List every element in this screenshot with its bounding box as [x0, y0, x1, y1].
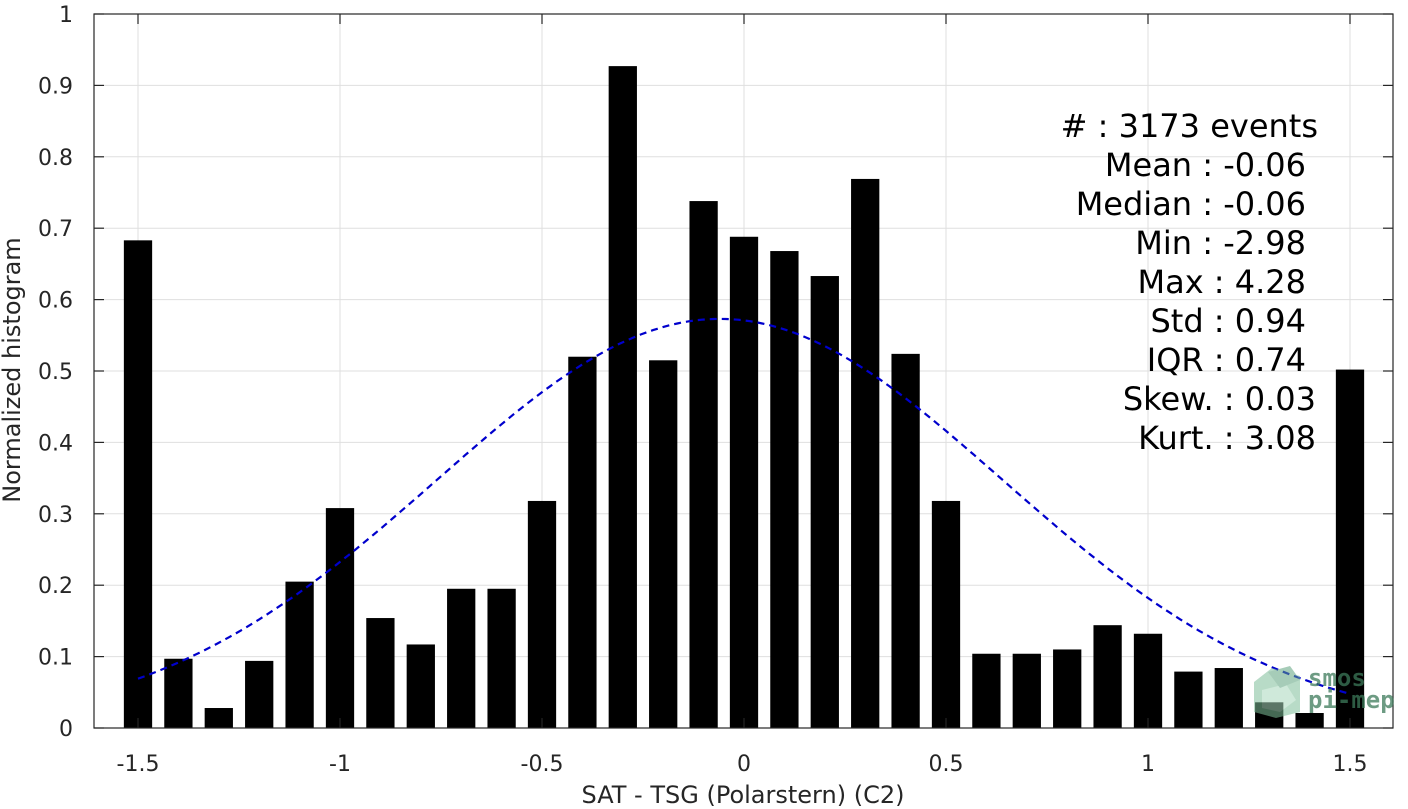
x-tick-label: 0 — [737, 752, 751, 777]
histogram-bar — [689, 201, 718, 728]
stat-line: Skew. : 0.03 — [1123, 380, 1316, 418]
y-tick-label: 0.9 — [38, 74, 73, 99]
stat-line: Min : -2.98 — [1135, 224, 1306, 262]
logo-text-pi-mep: pi-mep — [1308, 686, 1395, 714]
stat-value: : 0.94 — [1214, 302, 1306, 340]
histogram-bar — [406, 644, 435, 728]
stat-label: Kurt. — [1138, 419, 1224, 457]
histogram-bar — [123, 240, 153, 728]
histogram-bar — [1335, 369, 1365, 728]
histogram-bar — [851, 178, 880, 728]
histogram-bar — [1012, 653, 1041, 728]
y-tick-label: 0.8 — [38, 146, 73, 171]
stat-line: Median : -0.06 — [1076, 185, 1306, 223]
y-tick-label: 0.6 — [38, 289, 73, 314]
stat-line: IQR : 0.74 — [1147, 341, 1306, 379]
histogram-bar — [487, 588, 516, 728]
logo-mark — [1254, 666, 1300, 718]
histogram-bar — [1174, 671, 1203, 728]
y-tick-label: 0.3 — [38, 503, 73, 528]
histogram-bar — [931, 500, 961, 728]
y-tick-label: 0.1 — [38, 646, 73, 671]
x-tick-label: -1 — [329, 752, 351, 777]
x-tick-label: -1.5 — [117, 752, 160, 777]
histogram-bar — [972, 653, 1001, 728]
stat-line: Max : 4.28 — [1137, 263, 1306, 301]
histogram-bar — [164, 658, 193, 728]
x-tick-label: -0.5 — [521, 752, 564, 777]
stat-label: Mean — [1105, 146, 1202, 184]
histogram-bar — [568, 356, 597, 728]
smos-pi-mep-logo: smos pi-mep — [1254, 664, 1395, 718]
x-tick-labels: -1.5 -1 -0.5 0 0.5 1 1.5 — [117, 752, 1368, 777]
histogram-bar — [770, 251, 799, 728]
y-tick-labels: 0 0.1 0.2 0.3 0.4 0.5 0.6 0.7 0.8 0.9 1 — [38, 3, 73, 742]
y-axis-label: Normalized histogram — [0, 237, 26, 502]
stat-value: : 0.03 — [1224, 380, 1316, 418]
logo-text-smos: smos — [1308, 664, 1366, 692]
histogram-bar — [1093, 625, 1122, 728]
y-tick-label: 0 — [59, 717, 73, 742]
stat-label: # — [1061, 107, 1098, 145]
stat-value: : -2.98 — [1202, 224, 1306, 262]
gaussian-fit-curve — [137, 317, 1351, 695]
x-tick-label: 1.5 — [1333, 752, 1368, 777]
histogram-bar — [1053, 649, 1082, 728]
histogram-bar — [325, 508, 355, 728]
stat-label: Min — [1135, 224, 1202, 262]
stat-value: : 3.08 — [1224, 419, 1316, 457]
histogram-bar — [245, 660, 274, 728]
histogram-bar — [891, 353, 920, 728]
histogram-bar — [729, 236, 759, 728]
y-tick-label: 0.7 — [38, 217, 73, 242]
stat-value: : 0.74 — [1214, 341, 1306, 379]
histogram-bar — [649, 360, 678, 728]
histogram-bar — [366, 618, 395, 728]
stat-label: Skew. — [1123, 380, 1224, 418]
stat-label: Median — [1076, 185, 1203, 223]
histogram-bar — [527, 500, 557, 728]
histogram-bars — [123, 66, 1365, 728]
x-tick-label: 0.5 — [929, 752, 964, 777]
histogram-bar — [285, 581, 314, 728]
histogram-bar — [447, 588, 476, 728]
y-tick-label: 0.2 — [38, 574, 73, 599]
stat-line: Mean : -0.06 — [1105, 146, 1306, 184]
x-axis-label: SAT - TSG (Polarstern) (C2) — [582, 781, 905, 809]
stat-label: IQR — [1147, 341, 1214, 379]
stat-value: : 4.28 — [1214, 263, 1306, 301]
y-tick-label: 1 — [59, 3, 73, 28]
y-tick-label: 0.4 — [38, 431, 73, 456]
stat-value: : -0.06 — [1202, 146, 1306, 184]
stat-label: Std — [1150, 302, 1213, 340]
stat-value: : -0.06 — [1202, 185, 1306, 223]
histogram-bar — [608, 66, 637, 728]
histogram-bar — [810, 276, 839, 728]
histogram-bar — [1133, 633, 1163, 728]
stat-value: : 3173 events — [1098, 107, 1318, 145]
stat-line: Kurt. : 3.08 — [1138, 419, 1316, 457]
x-tick-label: 1 — [1141, 752, 1155, 777]
stat-label: Max — [1137, 263, 1213, 301]
stat-line: # : 3173 events — [1061, 107, 1318, 145]
histogram-bar — [1295, 713, 1324, 728]
axis-ticks — [94, 13, 1393, 729]
stat-line: Std : 0.94 — [1150, 302, 1306, 340]
histogram-bar — [204, 708, 233, 728]
histogram-bar — [1214, 668, 1243, 728]
y-tick-label: 0.5 — [38, 360, 73, 385]
